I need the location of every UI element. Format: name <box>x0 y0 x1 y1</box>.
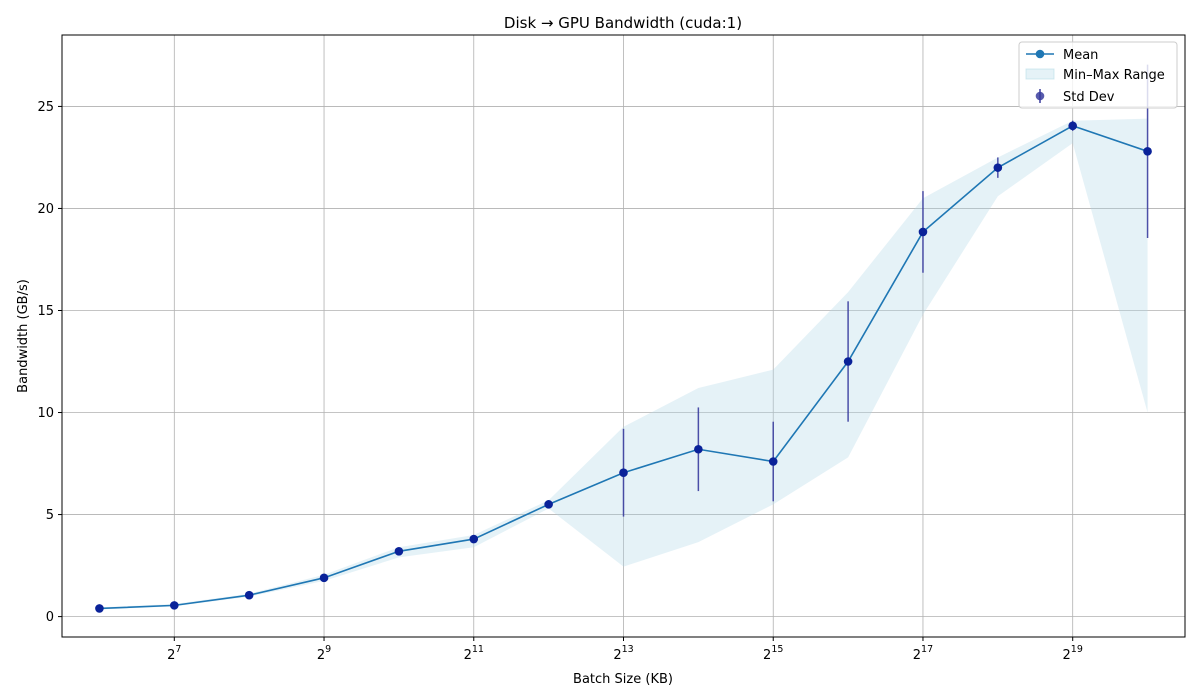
chart-title: Disk → GPU Bandwidth (cuda:1) <box>504 14 742 32</box>
x-tick-label: 27 <box>167 644 181 663</box>
mean-point <box>1068 121 1077 131</box>
mean-point <box>694 444 703 454</box>
y-tick-label: 25 <box>37 100 54 115</box>
legend-std-label: Std Dev <box>1063 90 1115 105</box>
legend-range-swatch <box>1025 68 1055 80</box>
mean-point <box>918 227 928 237</box>
x-tick-label: 219 <box>1063 644 1083 663</box>
mean-point <box>469 534 479 544</box>
mean-point <box>319 573 329 583</box>
x-axis-label: Batch Size (KB) <box>573 672 673 687</box>
mean-point <box>394 546 404 556</box>
x-tick-label: 29 <box>317 644 331 663</box>
y-axis-label: Bandwidth (GB/s) <box>16 279 31 393</box>
legend-mean-marker <box>1035 49 1045 59</box>
x-tick-label: 215 <box>763 644 783 663</box>
mean-point <box>95 604 104 613</box>
mean-point <box>768 457 778 466</box>
y-tick-label: 15 <box>37 304 54 319</box>
y-tick-label: 5 <box>46 508 54 523</box>
legend-range-label: Min–Max Range <box>1063 68 1165 83</box>
legend-box <box>1018 41 1178 109</box>
y-tick-label: 0 <box>46 610 54 625</box>
mean-point <box>993 163 1003 172</box>
legend-mean-label: Mean <box>1063 48 1098 63</box>
mean-point <box>619 468 628 478</box>
x-tick-label: 211 <box>464 644 484 663</box>
x-tick-label: 213 <box>613 644 633 663</box>
x-tick-label: 217 <box>913 644 933 663</box>
y-tick-label: 20 <box>37 202 54 217</box>
mean-point <box>843 357 853 366</box>
legend-std-marker <box>1035 91 1045 101</box>
y-tick-label: 10 <box>37 406 54 421</box>
mean-point <box>544 500 553 509</box>
legend: Mean Min–Max Range Std Dev <box>1018 41 1178 109</box>
mean-point <box>170 601 179 610</box>
plot-area: 27 29 211 213 215 217 219 0 5 10 15 20 25 <box>37 34 1186 663</box>
mean-point <box>244 590 254 600</box>
mean-point <box>1143 147 1152 156</box>
